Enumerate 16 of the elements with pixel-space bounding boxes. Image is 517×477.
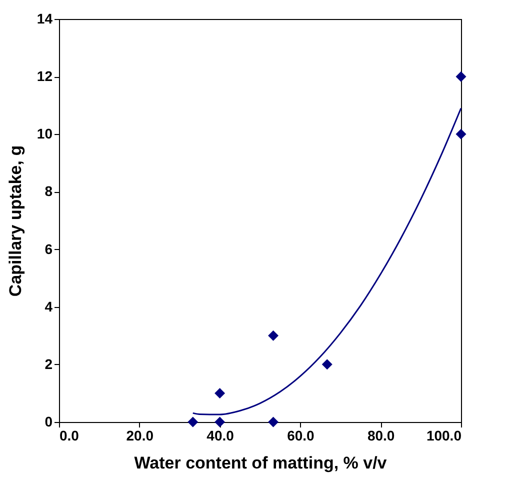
- y-tick-label: 8: [44, 183, 53, 200]
- y-tick-label: 12: [36, 68, 53, 84]
- x-tick-label: 100.0: [426, 428, 462, 444]
- x-tick-label: 80.0: [367, 428, 395, 444]
- y-tick-label: 2: [44, 356, 53, 372]
- y-tick-label: 4: [44, 298, 53, 314]
- y-tick-label: 6: [44, 240, 53, 257]
- y-axis-title: Capillary uptake, g: [6, 145, 25, 297]
- x-axis-title: Water content of matting, % v/v: [134, 454, 388, 472]
- y-tick-label: 0: [44, 414, 53, 430]
- y-tick-label: 10: [36, 126, 53, 142]
- x-tick-label: 0.0: [60, 428, 80, 444]
- x-tick-label: 20.0: [126, 428, 154, 444]
- x-tick-label: 40.0: [206, 428, 234, 444]
- y-tick-label: 14: [36, 10, 53, 26]
- x-tick-label: 60.0: [287, 428, 315, 444]
